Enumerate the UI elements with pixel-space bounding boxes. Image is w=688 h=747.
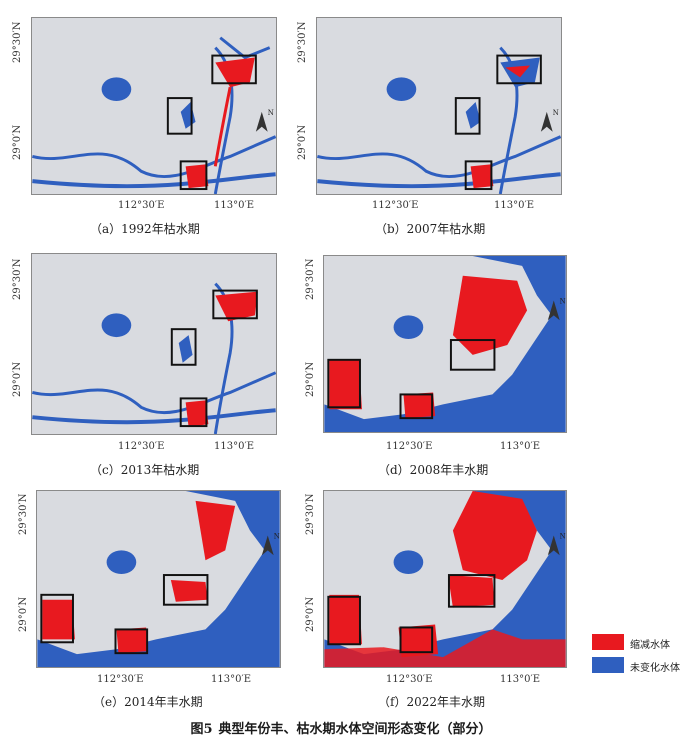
lon-label-right-f: 113°0′E — [500, 674, 541, 685]
caption-c: （c）2013年枯水期 — [90, 463, 200, 477]
caption-d: （d）2008年丰水期 — [378, 463, 489, 477]
figure-number: 图5 — [190, 722, 213, 737]
lat-label-top-e: 29°30′N — [18, 493, 29, 535]
map-d-graphic: N — [324, 256, 566, 432]
lat-label-mid-d: 29°0′N — [305, 361, 316, 397]
map-f-graphic: N — [324, 491, 566, 667]
map-e-graphic: N — [37, 491, 280, 667]
figure-title: 图5 典型年份丰、枯水期水体空间形态变化（部分） — [0, 718, 688, 737]
map-b: N — [316, 17, 562, 195]
lon-label-left-f: 112°30′E — [386, 674, 433, 685]
svg-text:N: N — [268, 109, 274, 117]
legend-label-unchanged: 未变化水体 — [630, 663, 680, 674]
lon-label-left-d: 112°30′E — [386, 441, 433, 452]
lat-label-mid-f: 29°0′N — [305, 596, 316, 632]
lat-label-mid-e: 29°0′N — [18, 596, 29, 632]
map-c-graphic — [32, 254, 276, 434]
lat-label-mid-a: 29°0′N — [12, 124, 23, 160]
lon-label-left-c: 112°30′E — [118, 441, 165, 452]
lat-label-top-a: 29°30′N — [12, 21, 23, 63]
legend-label-reduced: 缩减水体 — [630, 640, 670, 651]
lon-label-right-e: 113°0′E — [211, 674, 252, 685]
legend-swatch-unchanged — [592, 657, 624, 673]
caption-e: （e）2014年丰水期 — [93, 695, 203, 709]
lat-label-top-f: 29°30′N — [305, 493, 316, 535]
lon-label-left-e: 112°30′E — [97, 674, 144, 685]
svg-text:N: N — [553, 109, 559, 117]
map-b-graphic: N — [317, 18, 561, 194]
svg-text:N: N — [274, 532, 280, 540]
legend-swatch-reduced — [592, 634, 624, 650]
map-f: N — [323, 490, 567, 668]
lon-label-right-c: 113°0′E — [214, 441, 255, 452]
map-d: N — [323, 255, 567, 433]
lon-label-left-b: 112°30′E — [372, 200, 419, 211]
lat-label-mid-b: 29°0′N — [297, 124, 308, 160]
map-a-graphic: N — [32, 18, 276, 194]
lon-label-right-b: 113°0′E — [494, 200, 535, 211]
svg-text:N: N — [560, 297, 566, 305]
lat-label-top-d: 29°30′N — [305, 258, 316, 300]
lon-label-left-a: 112°30′E — [118, 200, 165, 211]
map-e: N — [36, 490, 281, 668]
lat-label-mid-c: 29°0′N — [12, 361, 23, 397]
lon-label-right-a: 113°0′E — [214, 200, 255, 211]
caption-b: （b）2007年枯水期 — [375, 222, 486, 236]
map-c — [31, 253, 277, 435]
lat-label-top-b: 29°30′N — [297, 21, 308, 63]
lat-label-top-c: 29°30′N — [12, 258, 23, 300]
svg-text:N: N — [560, 532, 566, 540]
figure-title-text: 典型年份丰、枯水期水体空间形态变化（部分） — [218, 722, 492, 737]
lon-label-right-d: 113°0′E — [500, 441, 541, 452]
map-a: N — [31, 17, 277, 195]
caption-f: （f）2022年丰水期 — [378, 695, 485, 709]
caption-a: （a）1992年枯水期 — [90, 222, 200, 236]
